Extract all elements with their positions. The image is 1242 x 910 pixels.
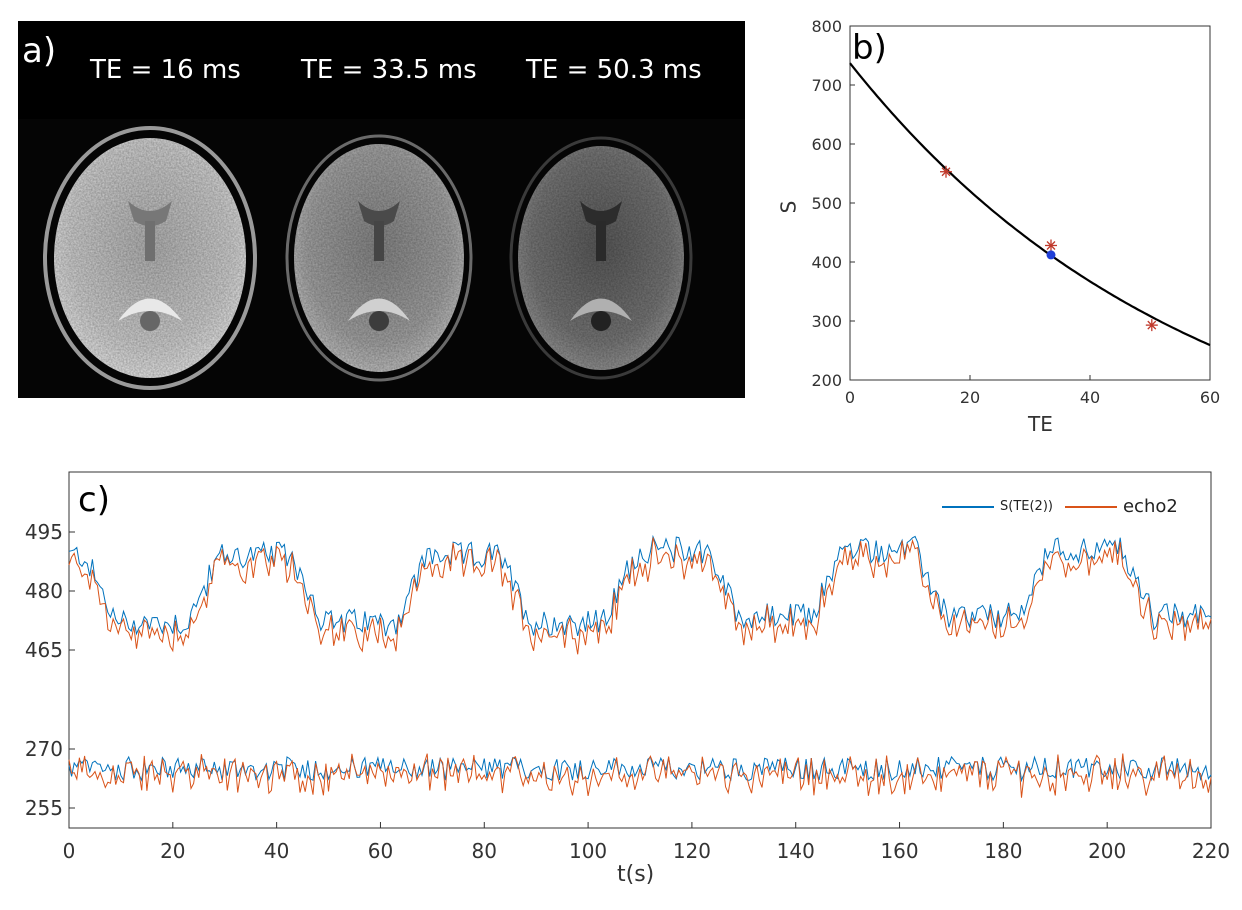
brain-slice-3	[509, 136, 693, 380]
c-series-echo2-lower	[68, 753, 1212, 798]
b-x-tick-label: 0	[845, 388, 855, 407]
brain-image-panel: a) TE = 16 ms TE = 33.5 ms TE = 50.3 ms	[18, 21, 745, 398]
c-x-tick-label: 180	[984, 839, 1022, 863]
b-fitted-point	[1046, 250, 1056, 260]
te-label-3: TE = 50.3 ms	[526, 55, 702, 85]
b-x-axis-label: TE	[1028, 412, 1053, 436]
c-x-tick-label: 60	[368, 839, 393, 863]
c-x-tick-label: 120	[673, 839, 711, 863]
legend-label-echo2: echo2	[1122, 496, 1178, 517]
c-x-tick-label: 200	[1088, 839, 1126, 863]
brain-slice-2	[285, 134, 473, 382]
c-x-tick-label: 140	[777, 839, 815, 863]
b-measured-point	[1045, 239, 1057, 252]
c-x-axis-label: t(s)	[617, 862, 655, 887]
b-measured-point	[1145, 319, 1158, 332]
c-x-tick-label: 220	[1192, 839, 1230, 863]
b-y-tick-label: 300	[811, 312, 842, 331]
te-label-2: TE = 33.5 ms	[301, 55, 477, 85]
c-y-tick-label: 270	[25, 737, 63, 761]
c-x-tick-label: 80	[472, 839, 497, 863]
b-y-tick-label: 700	[811, 76, 842, 95]
b-measured-point	[940, 165, 952, 178]
legend-label-s: S(TE(2))	[1000, 499, 1053, 514]
b-y-axis-label: S	[776, 200, 801, 214]
panel-c-letter: c)	[78, 480, 110, 520]
b-y-tick-label: 200	[811, 371, 842, 390]
b-x-tick-label: 40	[1080, 388, 1100, 407]
b-y-tick-label: 800	[811, 17, 842, 36]
b-x-tick-label: 60	[1200, 388, 1220, 407]
timeseries-chart: 0 20 40 60 80 100 120 140 160 180 200 220 465 480 495 2…	[25, 471, 1230, 863]
c-series-s-te2-lower	[68, 755, 1212, 783]
panel-a-letter: a)	[22, 31, 57, 71]
te-label-1: TE = 16 ms	[90, 55, 241, 85]
c-y-tick-label: 495	[25, 520, 63, 544]
c-x-tick-label: 20	[160, 839, 185, 863]
c-x-tick-label: 160	[880, 839, 918, 863]
c-y-tick-label: 465	[25, 638, 63, 662]
c-series-s-te2-upper	[68, 534, 1212, 637]
c-x-tick-label: 40	[264, 839, 289, 863]
brain-slice-1	[43, 126, 257, 390]
b-x-tick-label: 20	[960, 388, 980, 407]
legend-line-echo2	[1064, 505, 1117, 508]
b-y-tick-label: 400	[811, 253, 842, 272]
b-fit-curve	[849, 62, 1211, 347]
b-y-tick-label: 500	[811, 194, 842, 213]
decay-fit-chart: 0 20 40 60 200 300 400 500 600 700 800	[811, 17, 1220, 407]
panel-b-letter: b)	[852, 28, 887, 68]
c-x-tick-label: 0	[63, 839, 76, 863]
c-y-tick-label: 255	[25, 796, 63, 820]
b-plot-area	[849, 25, 1211, 381]
b-y-tick-label: 600	[811, 135, 842, 154]
c-y-tick-label: 480	[25, 579, 63, 603]
c-x-tick-label: 100	[569, 839, 607, 863]
legend: S(TE(2)) echo2	[942, 496, 1178, 517]
c-series-echo2-upper	[68, 537, 1212, 655]
timeseries-panel: 0 20 40 60 80 100 120 140 160 180 200 220 465 480 495 2…	[0, 462, 1242, 902]
decay-fit-panel: 0 20 40 60 200 300 400 500 600 700 800 b) TE S	[776, 10, 1230, 450]
legend-line-s	[942, 505, 994, 508]
brain-images-svg	[18, 119, 745, 398]
